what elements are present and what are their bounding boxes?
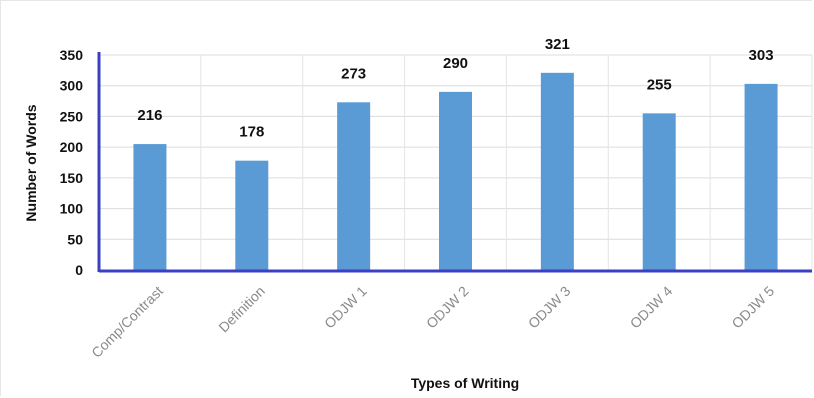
axes: [97, 52, 812, 273]
data-label: 255: [647, 76, 672, 93]
category-label: ODJW 1: [321, 283, 370, 332]
bar: [744, 83, 778, 270]
y-axis-label: Number of Words: [23, 104, 39, 221]
data-label: 273: [341, 65, 366, 82]
data-label: 178: [239, 124, 264, 141]
category-labels: Comp/Contrast Definition ODJW 1 ODJW 2 ODJW …: [88, 283, 777, 361]
category-label: ODJW 3: [525, 283, 574, 332]
x-axis-label: Types of Writing: [411, 375, 519, 391]
y-tick-label: 300: [60, 78, 84, 94]
data-label: 321: [545, 36, 570, 53]
data-labels: 216 178 273 290 321 255 303: [137, 36, 773, 141]
data-label: 303: [749, 47, 774, 64]
bar: [133, 144, 167, 270]
bar: [439, 91, 472, 270]
y-tick-label: 150: [60, 170, 84, 186]
data-label: 216: [137, 107, 162, 124]
category-label: ODJW 2: [423, 283, 472, 332]
category-label: Comp/Contrast: [88, 283, 166, 361]
y-tick-label: 250: [60, 108, 84, 124]
data-label: 290: [443, 55, 468, 72]
bars: [133, 72, 778, 270]
category-label: ODJW 5: [728, 283, 777, 332]
category-label: ODJW 4: [627, 283, 676, 332]
category-label: Definition: [215, 283, 268, 336]
y-axis-ticks: 0 50 100 150 200 250 300 350: [60, 47, 84, 278]
y-tick-label: 350: [60, 47, 84, 63]
y-tick-label: 200: [60, 139, 84, 155]
bar: [642, 113, 676, 270]
bar: [540, 72, 574, 270]
bar: [235, 160, 269, 270]
bar: [337, 102, 371, 270]
y-tick-label: 100: [60, 201, 84, 217]
y-tick-label: 50: [67, 231, 83, 247]
y-tick-label: 0: [75, 262, 83, 278]
